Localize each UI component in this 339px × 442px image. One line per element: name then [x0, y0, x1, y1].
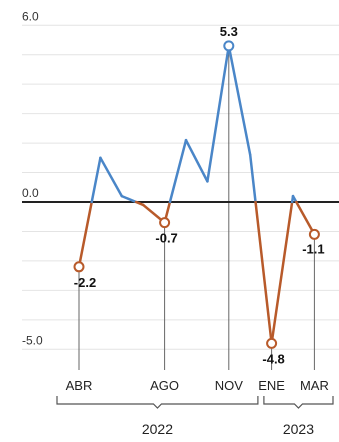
series-segment	[254, 200, 273, 345]
data-label: -2.2	[74, 275, 96, 290]
data-point-marker	[159, 217, 171, 229]
x-tick-label: NOV	[215, 378, 244, 393]
series-segment	[120, 194, 138, 204]
x-tick-label: ABR	[66, 378, 93, 393]
series-segment	[206, 44, 231, 183]
year-label: 2022	[142, 421, 173, 437]
data-point-marker	[266, 337, 278, 349]
series-segment	[295, 200, 316, 236]
data-point-marker	[223, 40, 235, 52]
series-segment	[134, 200, 145, 207]
series-segment	[168, 138, 188, 204]
data-label: -4.8	[262, 351, 284, 366]
series-segment	[227, 44, 252, 157]
series-segment	[90, 156, 102, 204]
series-line	[77, 44, 316, 345]
point-markers	[73, 40, 320, 349]
y-tick-label: -5.0	[22, 333, 43, 347]
y-tick-label: 0.0	[22, 186, 39, 200]
data-label: -1.1	[302, 241, 324, 256]
x-tick-label: AGO	[150, 378, 179, 393]
year-brackets: 2022 2023	[56, 396, 334, 437]
series-segment	[248, 153, 257, 204]
series-segment	[270, 200, 294, 345]
y-axis-ticks: 6.0 0.0 -5.0	[22, 9, 43, 347]
data-point-marker	[308, 228, 320, 240]
series-segment	[99, 156, 124, 198]
year-label: 2023	[283, 421, 314, 437]
year-bracket	[56, 396, 259, 409]
data-labels: -2.2 -0.7 5.3 -4.8 -1.1	[74, 24, 325, 366]
x-tick-label: ENE	[258, 378, 285, 393]
data-point-marker	[73, 261, 85, 273]
x-tick-label: MAR	[300, 378, 329, 393]
data-label: 5.3	[220, 24, 238, 39]
drop-lines	[78, 45, 315, 370]
gridlines	[22, 24, 339, 350]
year-bracket	[263, 396, 334, 409]
y-tick-label: 6.0	[22, 9, 39, 23]
series-segment	[184, 138, 209, 183]
x-axis-ticks: ABR AGO NOV ENE MAR	[66, 378, 329, 393]
data-label: -0.7	[155, 231, 177, 246]
series-segment	[77, 200, 93, 269]
